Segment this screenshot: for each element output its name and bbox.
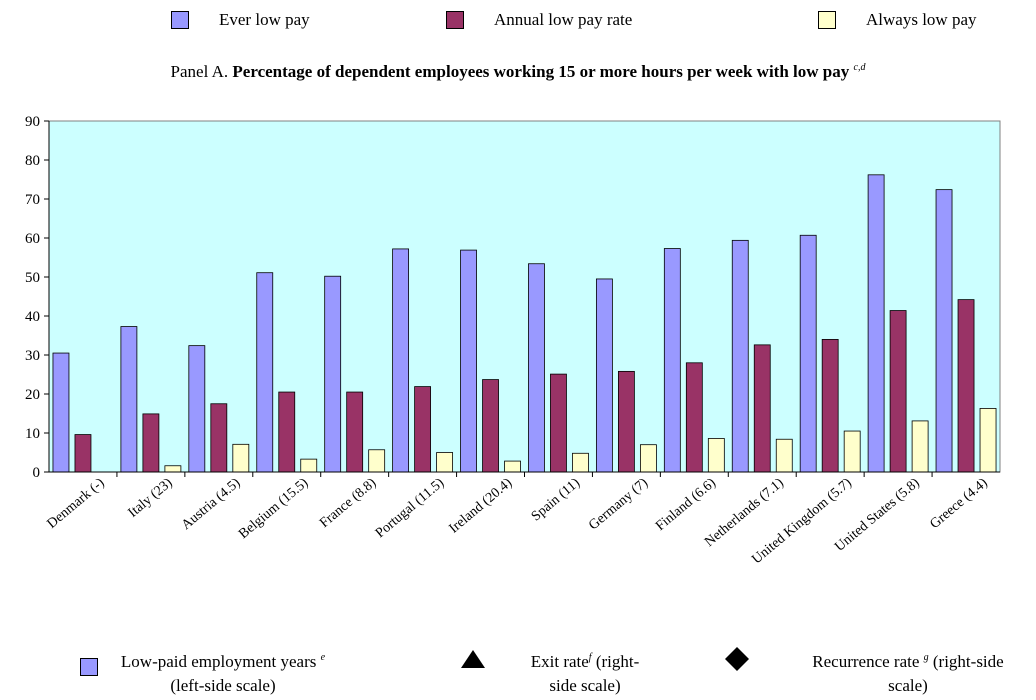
y-tick-label: 30	[25, 348, 40, 364]
bar-annual-low-pay-rate	[482, 379, 499, 473]
legend-bottom: Low-paid employment years e (left-side s…	[0, 640, 1036, 700]
bar-ever-low-pay	[935, 189, 953, 473]
y-tick-label: 60	[25, 231, 40, 247]
bar-ever-low-pay	[731, 239, 749, 473]
bar-always-low-pay	[775, 438, 793, 473]
bar-annual-low-pay-rate	[278, 391, 296, 473]
bar-always-low-pay	[504, 460, 521, 473]
bar-always-low-pay	[911, 420, 929, 473]
legend-label-low-paid-years: Low-paid employment years	[120, 652, 317, 671]
bar-always-low-pay	[436, 452, 454, 473]
bar-annual-low-pay-rate	[414, 386, 432, 473]
bar-ever-low-pay	[52, 352, 70, 473]
bar-annual-low-pay-rate	[346, 391, 364, 473]
x-category-label: Austria (4.5)	[179, 475, 244, 533]
legend-item-annual-low-pay-rate: Annual low pay rate	[446, 10, 632, 30]
bar-always-low-pay	[639, 444, 657, 473]
bar-annual-low-pay-rate	[957, 299, 975, 473]
panel-title: Panel A. Percentage of dependent employe…	[0, 62, 1036, 82]
bar-ever-low-pay	[528, 263, 545, 473]
bar-ever-low-pay	[188, 345, 206, 473]
legend-label-always-low-pay: Always low pay	[866, 10, 977, 29]
triangle-icon	[461, 650, 485, 668]
bar-annual-low-pay-rate	[210, 403, 228, 473]
y-tick-label: 0	[33, 465, 41, 481]
diamond-icon	[725, 647, 749, 671]
legend-note-e: e	[320, 652, 326, 663]
x-category-label: Spain (11)	[529, 475, 583, 524]
legend-swatch-annual-low-pay-rate	[446, 11, 464, 29]
x-category-label: France (8.8)	[317, 475, 379, 531]
legend-scale-left: (left-side scale)	[170, 676, 276, 695]
bar-always-low-pay	[979, 408, 997, 473]
y-tick-label: 20	[25, 387, 40, 403]
bar-ever-low-pay	[595, 278, 613, 473]
legend-swatch-ever-low-pay	[171, 11, 189, 29]
legend-exit-scale-2: side scale)	[549, 676, 621, 695]
bar-annual-low-pay-rate	[889, 310, 907, 473]
legend-label-recurrence-rate: Recurrence rate	[812, 652, 920, 671]
bar-ever-low-pay	[256, 272, 274, 473]
bar-annual-low-pay-rate	[753, 344, 771, 473]
legend-item-always-low-pay: Always low pay	[818, 10, 976, 30]
bar-always-low-pay	[572, 452, 589, 473]
bar-ever-low-pay	[799, 234, 817, 473]
legend-item-recurrence-rate: Recurrence rate g (right-side scale)	[780, 646, 1036, 698]
legend-note-f: f	[588, 652, 592, 663]
plot-area	[48, 120, 1001, 473]
x-category-label: Belgium (15.5)	[236, 475, 311, 542]
legend-swatch-always-low-pay	[818, 11, 836, 29]
bar-always-low-pay	[232, 443, 250, 473]
legend-recurrence-scale-1: (right-side	[932, 652, 1004, 671]
bar-ever-low-pay	[324, 275, 342, 473]
legend-top: Ever low pay Annual low pay rate Always …	[0, 10, 1036, 40]
x-category-label: Denmark (-)	[45, 475, 108, 531]
bar-always-low-pay	[300, 458, 318, 473]
bar-ever-low-pay	[120, 326, 138, 473]
bar-always-low-pay	[843, 430, 861, 473]
legend-label-exit-rate: Exit rate	[530, 652, 589, 671]
bar-annual-low-pay-rate	[821, 338, 839, 473]
bar-ever-low-pay	[392, 248, 410, 473]
panel-prefix: Panel A.	[170, 62, 229, 81]
legend-item-ever-low-pay: Ever low pay	[171, 10, 310, 30]
x-category-label: Greece (4.4)	[927, 475, 990, 532]
bar-annual-low-pay-rate	[550, 373, 567, 473]
legend-exit-scale-1: (right-	[595, 652, 640, 671]
legend-label-annual-low-pay-rate: Annual low pay rate	[494, 10, 633, 29]
legend-item-exit-rate: Exit ratef (right- side scale)	[500, 646, 670, 698]
legend-item-low-paid-years: Low-paid employment years e (left-side s…	[108, 646, 338, 698]
y-tick-label: 80	[25, 153, 40, 169]
bar-always-low-pay	[368, 449, 386, 473]
bar-ever-low-pay	[460, 249, 477, 473]
bar-always-low-pay	[707, 438, 725, 473]
x-category-label: Finland (6.6)	[653, 475, 719, 534]
x-category-label: Germany (7)	[586, 475, 651, 533]
bar-ever-low-pay	[867, 174, 885, 473]
legend-label-ever-low-pay: Ever low pay	[219, 10, 310, 29]
x-category-label: Italy (23)	[126, 475, 176, 520]
legend-swatch-low-paid-years	[80, 658, 98, 676]
y-tick-label: 70	[25, 192, 40, 208]
y-tick-label: 90	[25, 114, 40, 130]
bar-annual-low-pay-rate	[142, 413, 160, 473]
y-tick-label: 10	[25, 426, 40, 442]
y-tick-label: 40	[25, 309, 40, 325]
y-tick-label: 50	[25, 270, 40, 286]
bar-annual-low-pay-rate	[685, 362, 703, 473]
panel-title-note: c,d	[853, 62, 866, 73]
bar-chart: 0 10 20 30 40 50 60 70 80 90 Denmark (-) Italy (23)…	[25, 114, 1001, 567]
bar-ever-low-pay	[663, 248, 681, 473]
x-category-label: Ireland (20.4)	[447, 475, 516, 536]
bar-annual-low-pay-rate	[617, 370, 635, 473]
panel-title-text: Percentage of dependent employees workin…	[232, 62, 850, 81]
legend-note-g: g	[923, 652, 929, 663]
bar-annual-low-pay-rate	[74, 434, 92, 473]
x-category-label: Portugal (11.5)	[373, 475, 447, 541]
legend-recurrence-scale-2: scale)	[888, 676, 928, 695]
bar-always-low-pay	[164, 465, 182, 473]
